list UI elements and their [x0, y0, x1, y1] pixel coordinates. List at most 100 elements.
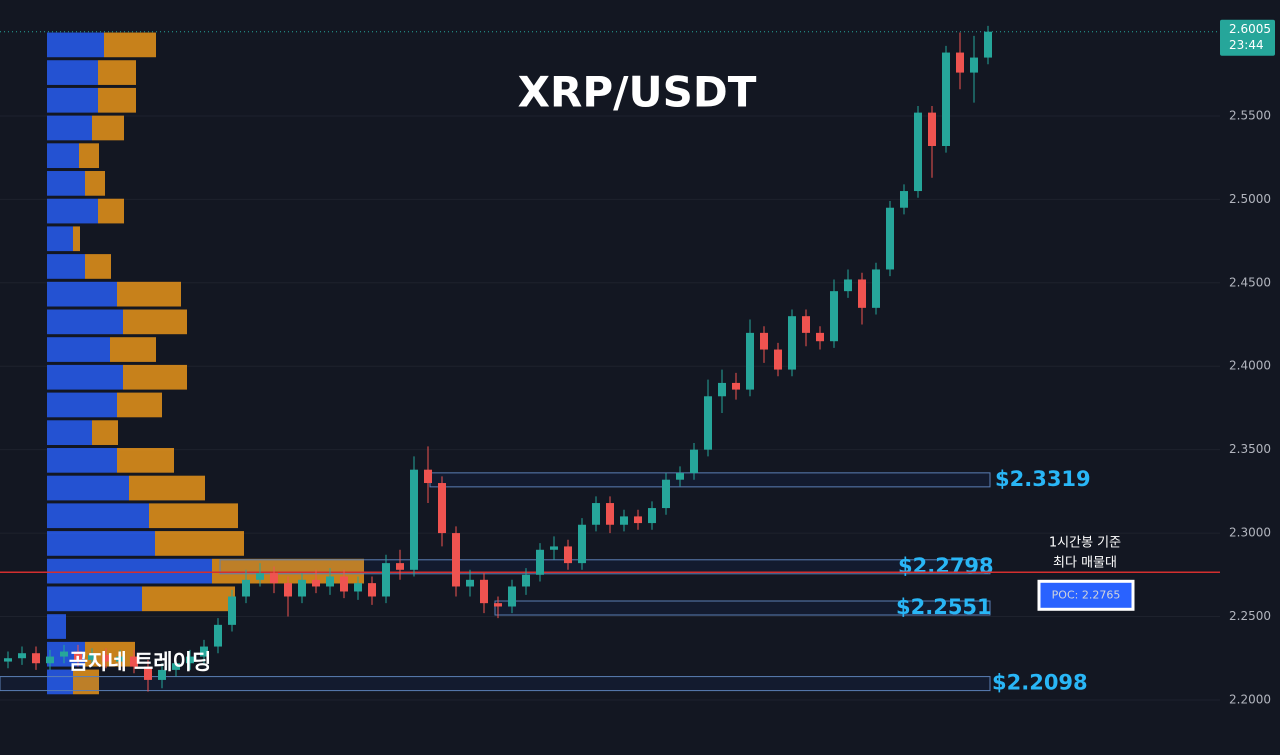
- candle-body: [32, 653, 40, 664]
- poc-label: POC: 2.2765: [1052, 588, 1121, 601]
- y-tick-label: 2.5500: [1229, 108, 1271, 122]
- profile-sell: [73, 226, 80, 252]
- profile-sell: [85, 641, 135, 667]
- candle-body: [984, 31, 992, 58]
- candle-body: [186, 656, 194, 664]
- profile-buy: [47, 337, 110, 362]
- candle-body: [564, 546, 572, 564]
- candle-body: [88, 654, 96, 660]
- candle-body: [508, 586, 516, 607]
- level-box: [494, 600, 991, 616]
- profile-sell: [79, 143, 99, 169]
- candle-body: [284, 583, 292, 597]
- candle-body: [886, 207, 894, 270]
- level-label: $2.2098: [992, 671, 1088, 695]
- candle-body: [130, 656, 138, 667]
- profile-buy: [47, 558, 212, 584]
- candle-body: [102, 654, 110, 662]
- candle-body: [466, 579, 474, 587]
- candle-body: [592, 503, 600, 525]
- profile-buy: [47, 364, 123, 390]
- candle-body: [900, 191, 908, 208]
- profile-buy: [47, 254, 85, 279]
- poc-box: [1037, 579, 1135, 611]
- candle-body: [788, 316, 796, 370]
- candle-body: [4, 658, 12, 662]
- candle-body: [606, 503, 614, 525]
- profile-buy: [47, 392, 117, 418]
- candle-body: [438, 483, 446, 534]
- candle-body: [956, 52, 964, 73]
- candle-body: [494, 603, 502, 607]
- candle-body: [200, 646, 208, 657]
- profile-buy: [47, 475, 129, 501]
- candle-body: [144, 666, 152, 680]
- last-price-box: [1220, 19, 1275, 56]
- countdown-label: 23:44: [1229, 38, 1264, 52]
- profile-buy: [47, 32, 104, 58]
- profile-buy: [47, 420, 92, 445]
- candle-body: [214, 624, 222, 647]
- candle-body: [928, 112, 936, 146]
- profile-sell: [104, 32, 156, 58]
- y-tick-label: 2.4000: [1229, 359, 1271, 373]
- candle-body: [536, 549, 544, 575]
- candle-body: [662, 479, 670, 509]
- candle-body: [228, 596, 236, 625]
- candle-body: [354, 583, 362, 592]
- profile-buy: [47, 171, 85, 196]
- profile-buy: [47, 198, 98, 224]
- candle-body: [60, 651, 68, 657]
- candle-body: [746, 332, 754, 390]
- profile-sell: [123, 364, 187, 390]
- y-tick-label: 2.2000: [1229, 692, 1271, 706]
- profile-sell: [98, 87, 136, 113]
- candle-body: [368, 583, 376, 597]
- candle-body: [830, 291, 838, 342]
- candle-body: [774, 349, 782, 370]
- profile-buy: [47, 143, 79, 169]
- candle-body: [858, 279, 866, 308]
- candle-body: [424, 469, 432, 484]
- candle-body: [550, 546, 558, 550]
- candle-body: [732, 382, 740, 390]
- candle-body: [480, 579, 488, 604]
- profile-sell: [155, 531, 244, 556]
- candle-body: [942, 52, 950, 146]
- candle-body: [312, 579, 320, 587]
- candle-body: [914, 112, 922, 192]
- profile-buy: [47, 115, 92, 141]
- profile-sell: [149, 503, 238, 529]
- candle-body: [522, 574, 530, 587]
- profile-buy: [47, 614, 66, 639]
- candle-body: [18, 653, 26, 659]
- level-label: $2.3319: [995, 467, 1091, 491]
- profile-sell: [98, 198, 124, 224]
- chart-title: XRP/USDT: [518, 68, 757, 117]
- candle-body: [872, 269, 880, 308]
- profile-buy: [47, 586, 142, 612]
- candle-body: [270, 573, 278, 584]
- profile-sell: [117, 392, 162, 418]
- profile-sell: [142, 586, 235, 612]
- candle-body: [298, 579, 306, 597]
- candle-body: [578, 524, 586, 564]
- candle-body: [396, 563, 404, 570]
- profile-sell: [123, 309, 187, 335]
- profile-buy: [47, 447, 117, 473]
- candle-body: [690, 449, 698, 474]
- level-box: [0, 676, 991, 692]
- candle-body: [340, 576, 348, 592]
- profile-sell: [92, 115, 124, 141]
- y-tick-label: 2.3000: [1229, 526, 1271, 540]
- profile-buy: [47, 87, 98, 113]
- annotation: 최다 매물대: [1053, 556, 1117, 571]
- profile-buy: [47, 60, 98, 85]
- candle-body: [802, 316, 810, 333]
- y-tick-label: 2.2500: [1229, 609, 1271, 623]
- candle-body: [410, 469, 418, 570]
- candle-body: [46, 656, 54, 664]
- profile-sell: [117, 281, 181, 307]
